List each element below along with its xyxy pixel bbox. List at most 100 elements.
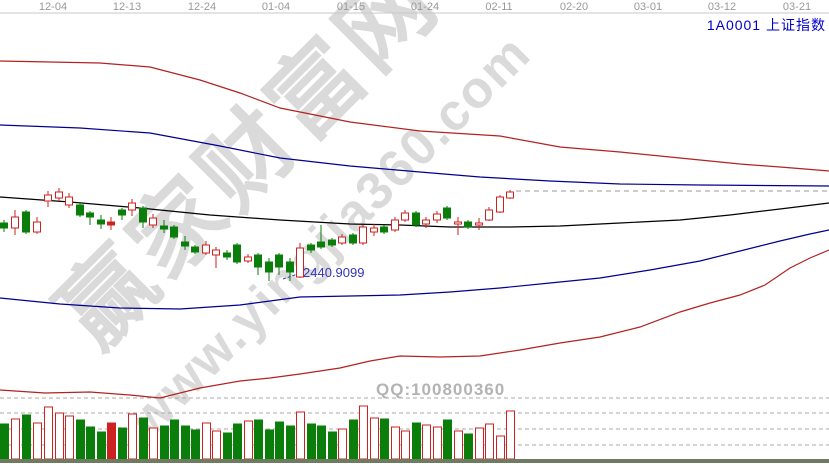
candle-body: [118, 209, 126, 216]
volume-bar: [233, 423, 242, 460]
x-tick-label: 12-13: [113, 1, 141, 13]
x-tick-label: 12-24: [188, 1, 216, 13]
x-tick-label: 03-12: [708, 1, 736, 13]
volume-bar: [328, 431, 337, 460]
candle-body: [317, 241, 325, 248]
volume-bar: [338, 428, 347, 460]
volume-bar: [254, 419, 263, 460]
candle-body: [391, 219, 399, 231]
volume-bar: [496, 435, 505, 460]
volume-bar: [296, 411, 305, 460]
volume-bar: [286, 425, 295, 460]
volume-bar: [202, 422, 211, 460]
volume-bar: [265, 429, 274, 460]
volume-bar: [170, 419, 179, 460]
x-tick-label: 03-21: [783, 1, 811, 13]
volume-bar: [118, 427, 127, 460]
volume-bar: [380, 418, 389, 460]
volume-bar: [317, 425, 326, 460]
volume-bar: [22, 414, 31, 460]
candle-body: [170, 226, 178, 238]
candle-body: [107, 221, 115, 226]
candle-body: [338, 236, 346, 244]
candle-body: [160, 225, 168, 230]
candle-body: [307, 244, 315, 251]
volume-bar: [11, 418, 20, 460]
candle-body: [244, 256, 252, 262]
candle-body: [275, 254, 283, 268]
x-tick-label: 03-01: [634, 1, 662, 13]
volume-bar: [412, 422, 421, 460]
x-tick-label: 01-15: [337, 1, 365, 13]
band-line-mid-black: [0, 196, 829, 228]
x-tick-label: 01-04: [262, 1, 290, 13]
candle-body: [33, 221, 41, 233]
volume-bar: [97, 431, 106, 460]
candle-body: [86, 212, 94, 218]
volume-bar: [223, 432, 232, 460]
candle-body: [506, 191, 514, 199]
candle-body: [412, 212, 420, 226]
candle-body: [0, 222, 8, 229]
x-tick-label: 02-11: [485, 1, 512, 13]
candle-body: [149, 217, 157, 226]
candle-body: [212, 249, 220, 256]
candle-body: [139, 207, 147, 223]
x-tick-label: 02-20: [560, 1, 588, 13]
volume-bar: [55, 412, 64, 460]
candle-body: [464, 221, 472, 228]
volume-bar: [359, 405, 368, 460]
volume-bar: [349, 419, 358, 460]
candle-body: [475, 222, 483, 226]
bottom-baseline-strip: [0, 459, 829, 463]
volume-bar: [433, 426, 442, 460]
candle-body: [181, 241, 189, 247]
volume-bar: [391, 426, 400, 460]
candle-body: [22, 211, 30, 233]
volume-bar: [181, 425, 190, 460]
candle-body: [359, 226, 367, 244]
candle-body: [128, 202, 136, 211]
band-line-upper-red: [0, 60, 829, 172]
candle-body: [296, 247, 304, 278]
volume-bar: [422, 424, 431, 460]
volume-bar: [65, 415, 74, 460]
volume-bar: [307, 423, 316, 460]
volume-bar: [44, 406, 53, 460]
volume-bar: [275, 421, 284, 460]
volume-bar: [212, 430, 221, 460]
symbol-title: 1A0001 上证指数: [706, 17, 826, 33]
candle-body: [44, 194, 52, 202]
candle-body: [223, 252, 231, 258]
volume-bar: [370, 417, 379, 460]
volume-bar: [0, 423, 9, 460]
candle-body: [55, 191, 63, 199]
volume-bar: [107, 422, 116, 460]
x-tick-label: 01-24: [411, 1, 439, 13]
band-line-lower-blue: [0, 229, 829, 310]
volume-bar: [475, 427, 484, 460]
volume-bar: [139, 417, 148, 460]
band-line-upper-blue: [0, 124, 829, 187]
candle-body: [265, 261, 273, 273]
volume-bar: [443, 419, 452, 460]
x-tick-label: 12-04: [39, 1, 67, 13]
volume-bar: [401, 430, 410, 460]
low-price-label: 2440.9099: [303, 265, 365, 280]
band-line-lower-red: [0, 249, 829, 399]
volume-bar: [33, 422, 42, 460]
volume-bar: [191, 429, 200, 460]
candle-body: [76, 204, 84, 216]
volume-bar: [506, 410, 515, 460]
volume-bar: [464, 433, 473, 460]
candle-body: [286, 261, 294, 273]
candle-body: [97, 219, 105, 225]
volume-bar: [86, 426, 95, 460]
candle-body: [380, 226, 388, 233]
volume-bar: [76, 419, 85, 460]
candle-body: [401, 212, 409, 221]
candle-body: [422, 219, 430, 225]
volume-bar: [244, 420, 253, 460]
